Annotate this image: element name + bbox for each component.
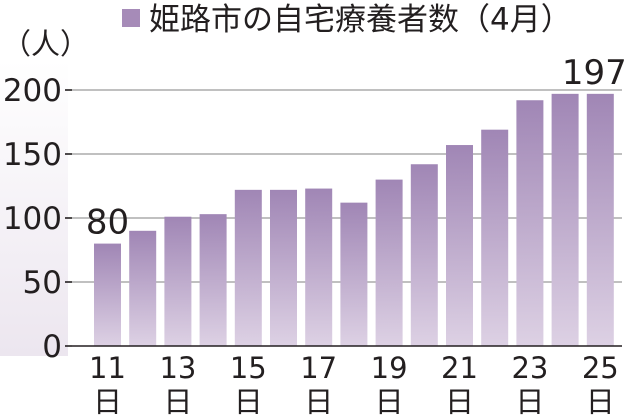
x-tick-label: 17	[300, 351, 337, 385]
y-tick-label: 0	[42, 329, 62, 365]
y-axis-band	[0, 60, 68, 356]
x-tick-label: 21	[441, 351, 478, 385]
bar-18	[340, 202, 368, 346]
bar-22	[481, 129, 509, 346]
bar-13	[164, 216, 192, 346]
bar-23	[516, 100, 544, 347]
bar-11	[94, 243, 121, 346]
y-tick-label: 100	[3, 201, 62, 237]
bar-25	[586, 93, 614, 346]
x-tick-label: 15	[230, 351, 267, 385]
x-tick-label: 11	[89, 351, 126, 385]
bar-19	[375, 179, 403, 346]
y-tick-labels: 0 50 100 150 200	[3, 73, 62, 365]
data-label: 80	[86, 203, 129, 243]
x-tick-suffix: 日	[445, 385, 474, 416]
data-label: 197	[562, 53, 627, 93]
x-tick-suffix: 日	[375, 385, 404, 416]
x-tick-suffix: 日	[93, 385, 122, 416]
y-tick-label: 50	[23, 265, 62, 301]
x-tick-suffix: 日	[586, 385, 615, 416]
x-tick-suffix: 日	[163, 385, 192, 416]
bar-17	[305, 188, 333, 346]
legend-label: 姫路市の自宅療養者数（4月）	[149, 2, 572, 38]
bar-12	[129, 230, 157, 346]
x-tick-label: 19	[371, 351, 408, 385]
bar-16	[270, 189, 297, 346]
x-tick-label: 23	[511, 351, 548, 385]
x-tick-suffix: 日	[234, 385, 263, 416]
y-tick-label: 200	[3, 73, 62, 109]
y-tick-label: 150	[3, 137, 62, 173]
x-tick-suffix: 日	[304, 385, 333, 416]
bars	[94, 93, 614, 347]
x-tick-label: 13	[159, 351, 196, 385]
bar-20	[410, 164, 438, 346]
legend: 姫路市の自宅療養者数（4月）	[122, 2, 572, 38]
x-tick-label: 25	[582, 351, 619, 385]
data-labels: 80 197	[86, 53, 627, 243]
bar-15	[234, 189, 262, 346]
x-tick-suffix: 日	[515, 385, 544, 416]
legend-swatch	[122, 9, 140, 27]
bar-21	[446, 145, 473, 346]
y-unit-label: （人）	[2, 27, 89, 61]
bar-14	[199, 214, 227, 346]
bar-24	[551, 93, 579, 346]
